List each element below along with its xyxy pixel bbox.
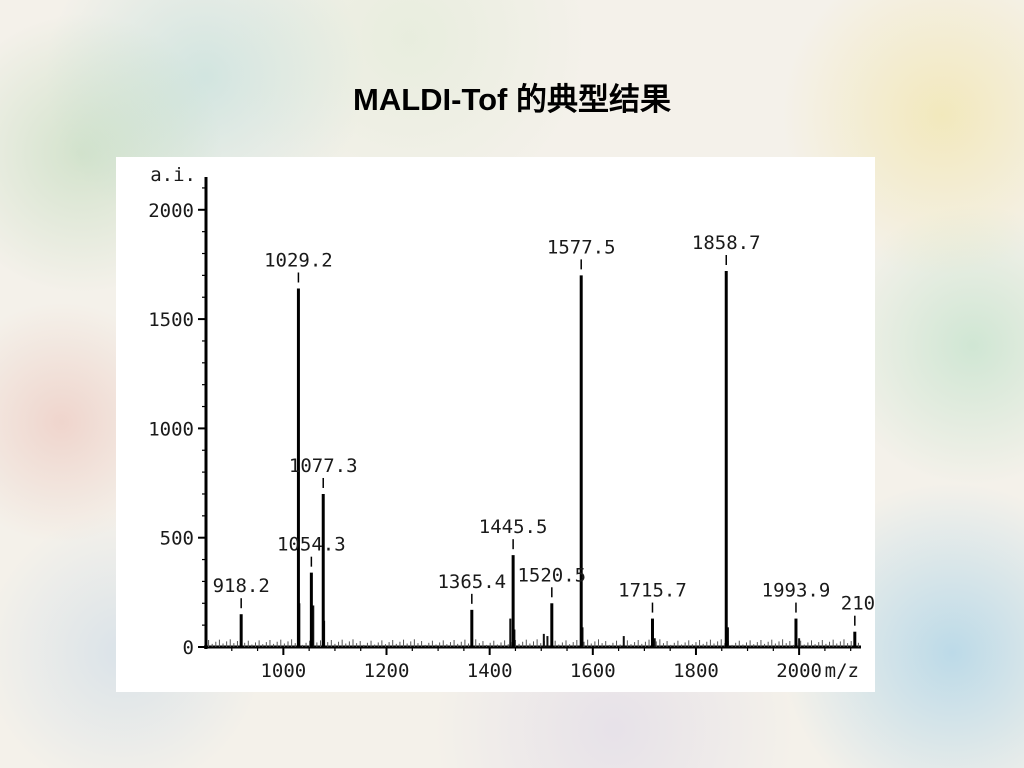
peak-label: 918.2: [213, 575, 270, 597]
peak-label: 1077.3: [289, 455, 358, 477]
peak-label: 1520.5: [517, 564, 586, 586]
y-tick-label: 2000: [148, 200, 194, 222]
peak-label: 1577.5: [547, 236, 616, 258]
x-axis-label: m/z: [825, 660, 859, 682]
y-tick-label: 1000: [148, 418, 194, 440]
page-title: MALDI-Tof 的典型结果: [353, 82, 671, 117]
peak-label: 1054.3: [277, 534, 346, 556]
peak-label: 1993.9: [762, 580, 831, 602]
y-tick-label: 500: [160, 528, 194, 550]
x-tick-label: 1600: [570, 660, 616, 682]
x-tick-label: 1800: [673, 660, 719, 682]
peak-label: 1029.2: [264, 249, 333, 271]
peak-label: 1445.5: [479, 516, 548, 538]
spectrum-chart-panel: 0 500 1000 1500 2000 1000 1200 1400 1600 1800 2000…: [116, 157, 909, 692]
y-axis-label: a.i.: [150, 164, 196, 186]
y-tick-label: 0: [183, 637, 194, 659]
x-tick-label: 1200: [364, 660, 410, 682]
peak-label: 1858.7: [692, 232, 761, 254]
y-tick-label: 1500: [148, 309, 194, 331]
peak-label: 1715.7: [618, 580, 687, 602]
x-tick-label: 1000: [260, 660, 306, 682]
spectrum-peaks: [208, 271, 859, 647]
peak-label: 1365.4: [437, 571, 506, 593]
x-tick-label: 2000: [776, 660, 822, 682]
peak-labels: 918.2 1029.2 1054.3 1077.3 1365.4 1445.5 1520.…: [213, 232, 909, 626]
x-tick-label: 1400: [467, 660, 513, 682]
peak-label: 2108.0: [841, 593, 875, 615]
mass-spectrum-chart: 0 500 1000 1500 2000 1000 1200 1400 1600 1800 2000…: [148, 164, 909, 682]
axis-ticks: 0 500 1000 1500 2000 1000 1200 1400 1600 1800 2000: [148, 187, 852, 682]
